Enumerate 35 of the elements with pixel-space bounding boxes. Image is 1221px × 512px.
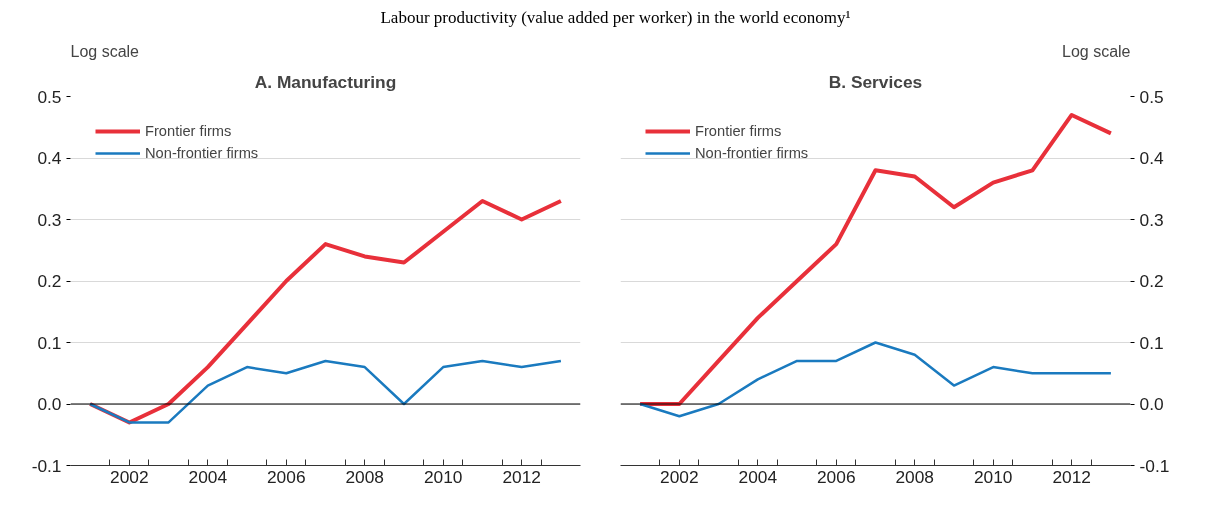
y-tick-label: 0.3 xyxy=(1139,209,1164,230)
x-tick-label: 2006 xyxy=(817,466,856,487)
y-tick-label: 0.2 xyxy=(1139,271,1164,292)
y-tick-label: 0.5 xyxy=(1139,86,1164,107)
legend-label: Non-frontier firms xyxy=(145,145,259,162)
y-tick-label: 0.4 xyxy=(1139,148,1164,169)
x-tick-label: 2010 xyxy=(423,466,463,487)
y-tick-label: 0.0 xyxy=(37,394,62,415)
x-tick-label: 2002 xyxy=(660,466,699,487)
y-tick-label: 0.4 xyxy=(37,148,62,169)
x-tick-label: 2002 xyxy=(110,466,149,487)
x-tick-label: 2006 xyxy=(267,466,306,487)
y-tick-label: 0.2 xyxy=(37,271,62,292)
x-tick-label: 2008 xyxy=(895,466,935,487)
legend-label: Frontier firms xyxy=(145,123,232,140)
chart-title: A. Manufacturing xyxy=(254,71,397,92)
legend-label: Non-frontier firms xyxy=(695,145,809,162)
y-axis-title: Log scale xyxy=(70,42,140,60)
y-axis-title: Log scale xyxy=(1062,42,1131,60)
y-tick-label: 0.5 xyxy=(37,86,62,107)
x-tick-label: 2012 xyxy=(502,466,541,487)
y-tick-label: -0.1 xyxy=(31,455,62,476)
legend-label: Frontier firms xyxy=(695,123,782,140)
x-tick-label: 2010 xyxy=(973,466,1013,487)
y-tick-label: -0.1 xyxy=(1139,455,1170,476)
text: Labour productivity (value added per worker) in the world economy¹ xyxy=(380,7,851,29)
y-tick-label: 0.3 xyxy=(37,209,62,230)
y-tick-label: 0.1 xyxy=(37,332,62,353)
y-tick-label: 0.0 xyxy=(1139,394,1164,415)
x-tick-label: 2004 xyxy=(188,466,228,487)
y-tick-label: 0.1 xyxy=(1139,332,1164,353)
x-tick-label: 2012 xyxy=(1052,466,1091,487)
chart-title: B. Services xyxy=(828,71,923,92)
x-tick-label: 2008 xyxy=(345,466,385,487)
x-tick-label: 2004 xyxy=(738,466,778,487)
